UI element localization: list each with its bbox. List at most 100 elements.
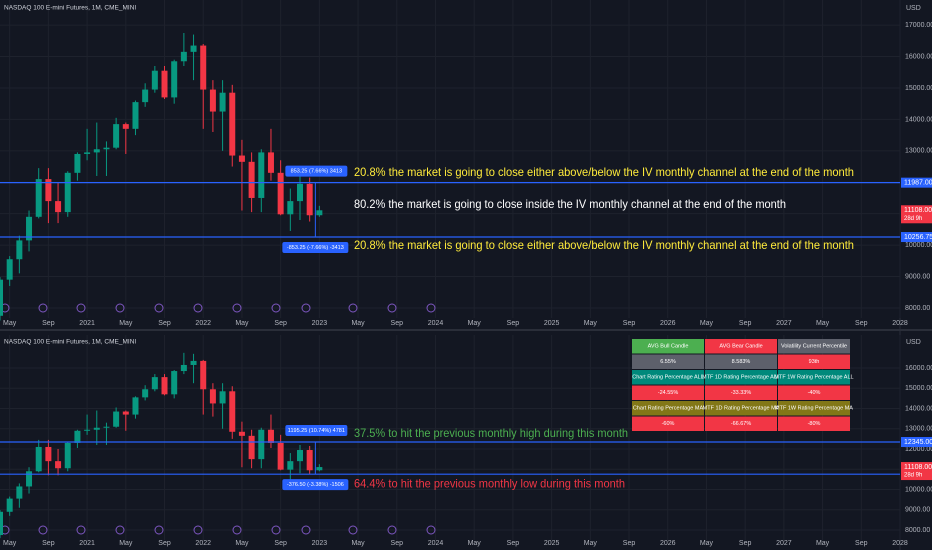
measure-up-label: 1195.25 (10.74%) 4781 [288, 428, 345, 434]
table-cell [705, 401, 777, 416]
x-tick-label: 2024 [428, 320, 444, 327]
x-tick-label: May [816, 320, 830, 327]
x-tick-label: May [584, 540, 598, 547]
event-icon [426, 525, 436, 535]
event-icon [271, 525, 281, 535]
candle-body [306, 450, 313, 471]
x-tick-label: Sep [42, 540, 55, 547]
candle-body [171, 371, 178, 395]
x-tick-label: Sep [739, 540, 752, 547]
candle-body [306, 183, 313, 216]
event-icon [348, 303, 358, 313]
level-tag [901, 232, 932, 243]
candle-body [103, 147, 110, 150]
candle-body [297, 450, 303, 462]
x-tick-label: May [119, 540, 133, 547]
y-tick-label: 10000.00 [905, 242, 932, 249]
table-cell-text: Volatility Current Percentile [781, 344, 847, 350]
event-icon [193, 303, 203, 313]
measure-box [285, 165, 348, 177]
candle-body [171, 61, 178, 98]
candle-body [248, 435, 255, 460]
table-cell [632, 385, 704, 400]
candle-body [200, 45, 207, 90]
x-tick-label: May [700, 540, 714, 547]
annotation-text: 20.8% the market is going to close eithe… [354, 238, 854, 252]
candle-body [297, 183, 303, 202]
candle-body [16, 486, 23, 499]
chart-title: NASDAQ 100 E-mini Futures, 1M, CME_MINI [4, 339, 136, 346]
level-label: 10256.75 [904, 234, 932, 241]
x-tick-label: May [351, 540, 365, 547]
candle-body [209, 389, 216, 404]
candle-body [132, 102, 139, 129]
x-tick-label: 2028 [892, 320, 908, 327]
event-icon [76, 303, 86, 313]
last-price-label: 11108.00 [904, 464, 932, 471]
y-tick-label: 15000.00 [905, 385, 932, 392]
event-icon [348, 525, 358, 535]
table-cell [778, 339, 850, 354]
candle-body [248, 161, 255, 198]
candle-body [45, 179, 52, 202]
table-cell-text: 6.55% [660, 359, 676, 365]
event-icon [387, 525, 397, 535]
y-tick-label: 16000.00 [905, 365, 932, 372]
table-cell-text: -24.55% [658, 390, 679, 396]
candle-body [64, 442, 71, 469]
x-tick-label: 2021 [79, 540, 95, 547]
candle-body [26, 216, 33, 241]
countdown-label: 28d 9h [904, 216, 922, 222]
chart-pane: 8000.009000.0010000.0011000.0012000.0013… [0, 335, 932, 547]
table-cell-text: -60% [662, 421, 675, 427]
x-tick-label: Sep [855, 320, 868, 327]
x-tick-label: Sep [158, 320, 171, 327]
candle-body [74, 153, 81, 173]
candle-body [142, 389, 149, 398]
x-tick-label: May [119, 320, 133, 327]
candle-body [180, 51, 187, 62]
candle-body [16, 240, 23, 260]
x-tick-label: Sep [274, 540, 287, 547]
candle-body [258, 429, 265, 460]
candle-body [113, 411, 120, 427]
candle-body [6, 259, 13, 280]
x-tick-label: 2025 [544, 540, 560, 547]
annotation-text: 37.5% to hit the previous monthly high d… [354, 426, 628, 440]
event-icon [38, 525, 48, 535]
x-tick-label: 2023 [312, 320, 328, 327]
annotation-text: 20.8% the market is going to close eithe… [354, 165, 854, 179]
candle-body [6, 498, 13, 512]
x-tick-label: Sep [274, 320, 287, 327]
table-cell [705, 370, 777, 385]
table-cell [632, 370, 704, 385]
x-tick-label: 2026 [660, 540, 676, 547]
table-cell-text: 8.583% [732, 359, 751, 365]
y-tick-label: 15000.00 [905, 85, 932, 92]
x-tick-label: May [3, 540, 17, 547]
x-tick-label: Sep [507, 540, 520, 547]
event-icon [115, 303, 125, 313]
x-tick-label: Sep [507, 320, 520, 327]
candle-body [258, 152, 265, 198]
event-icon [76, 525, 86, 535]
currency-label: USD [906, 5, 921, 12]
candle-body [122, 411, 129, 415]
candle-body [132, 397, 139, 415]
table-cell [778, 354, 850, 369]
candle-body [287, 201, 294, 215]
candle-body [0, 511, 3, 536]
candle-body [55, 461, 62, 469]
x-tick-label: May [584, 320, 598, 327]
event-icon [193, 525, 203, 535]
level-tag [901, 437, 932, 448]
measure-box [282, 242, 349, 254]
table-cell [778, 385, 850, 400]
candle-body [287, 461, 294, 470]
x-tick-label: May [235, 540, 249, 547]
event-icon [232, 303, 242, 313]
candle-body [74, 430, 81, 443]
table-cell-text: -40% [808, 390, 821, 396]
